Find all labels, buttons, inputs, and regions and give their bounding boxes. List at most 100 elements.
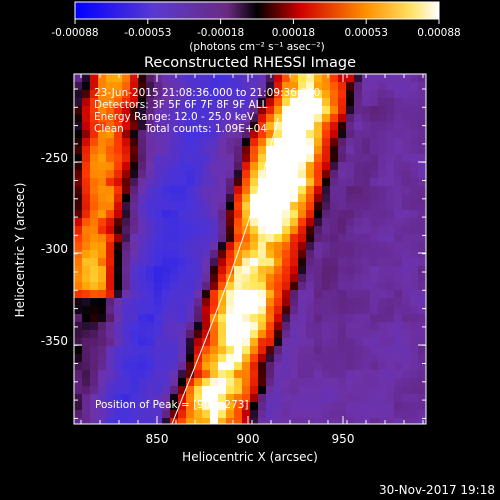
colorbar-unit-label: (photons cm⁻² s⁻¹ asec⁻²)	[189, 41, 324, 53]
image-pixel	[186, 178, 194, 186]
image-pixel	[234, 354, 242, 362]
image-pixel	[274, 90, 282, 98]
image-pixel	[410, 378, 418, 386]
image-pixel	[386, 306, 394, 314]
image-pixel	[298, 290, 306, 298]
image-pixel	[330, 210, 338, 218]
image-pixel	[106, 218, 114, 226]
image-pixel	[258, 378, 266, 386]
image-pixel	[394, 346, 402, 354]
image-pixel	[370, 98, 378, 106]
image-pixel	[106, 138, 114, 146]
image-pixel	[314, 266, 322, 274]
image-pixel	[98, 106, 106, 114]
image-pixel	[250, 338, 258, 346]
image-pixel	[418, 258, 426, 266]
image-pixel	[346, 330, 354, 338]
image-pixel	[402, 314, 410, 322]
image-pixel	[330, 98, 338, 106]
image-pixel	[282, 346, 290, 354]
image-pixel	[402, 170, 410, 178]
image-pixel	[162, 218, 170, 226]
image-pixel	[250, 290, 258, 298]
image-pixel	[218, 194, 226, 202]
image-pixel	[410, 290, 418, 298]
image-pixel	[146, 234, 154, 242]
image-pixel	[90, 314, 98, 322]
image-pixel	[106, 234, 114, 242]
image-pixel	[394, 170, 402, 178]
image-pixel	[98, 306, 106, 314]
colorbar-tick-label: 0.00018	[272, 27, 315, 39]
image-pixel	[418, 410, 426, 418]
image-pixel	[122, 130, 130, 138]
image-pixel	[82, 306, 90, 314]
image-pixel	[402, 250, 410, 258]
image-pixel	[162, 330, 170, 338]
image-pixel	[346, 306, 354, 314]
image-pixel	[370, 146, 378, 154]
image-pixel	[194, 98, 202, 106]
image-pixel	[346, 258, 354, 266]
image-pixel	[322, 274, 330, 282]
image-pixel	[282, 402, 290, 410]
image-pixel	[274, 378, 282, 386]
image-pixel	[418, 306, 426, 314]
image-pixel	[266, 394, 274, 402]
image-pixel	[418, 106, 426, 114]
image-pixel	[362, 146, 370, 154]
image-pixel	[362, 226, 370, 234]
image-pixel	[314, 418, 322, 424]
image-pixel	[138, 258, 146, 266]
image-pixel	[346, 82, 354, 90]
image-pixel	[202, 154, 210, 162]
image-pixel	[106, 290, 114, 298]
image-pixel	[114, 314, 122, 322]
image-pixel	[186, 314, 194, 322]
image-pixel	[122, 410, 130, 418]
image-pixel	[170, 194, 178, 202]
image-pixel	[290, 186, 298, 194]
image-pixel	[154, 330, 162, 338]
image-pixel	[202, 330, 210, 338]
image-pixel	[354, 298, 362, 306]
image-pixel	[258, 138, 266, 146]
image-pixel	[106, 386, 114, 394]
image-pixel	[410, 298, 418, 306]
image-pixel	[306, 394, 314, 402]
image-pixel	[74, 90, 82, 98]
image-pixel	[242, 402, 250, 410]
image-pixel	[322, 90, 330, 98]
image-pixel	[74, 386, 82, 394]
image-pixel	[338, 274, 346, 282]
image-pixel	[282, 210, 290, 218]
image-pixel	[82, 218, 90, 226]
image-pixel	[330, 178, 338, 186]
image-pixel	[130, 410, 138, 418]
image-pixel	[338, 146, 346, 154]
image-pixel	[394, 282, 402, 290]
image-pixel	[202, 138, 210, 146]
image-pixel	[290, 362, 298, 370]
image-pixel	[74, 170, 82, 178]
image-pixel	[346, 386, 354, 394]
image-pixel	[322, 362, 330, 370]
image-pixel	[394, 378, 402, 386]
image-pixel	[202, 194, 210, 202]
axis-ticks	[74, 74, 426, 424]
image-pixel	[370, 154, 378, 162]
image-pixel	[418, 130, 426, 138]
image-pixel	[354, 210, 362, 218]
image-pixel	[242, 282, 250, 290]
image-pixel	[378, 162, 386, 170]
image-pixel	[82, 362, 90, 370]
image-pixel	[210, 338, 218, 346]
image-pixel	[242, 74, 250, 82]
image-pixel	[322, 290, 330, 298]
image-pixel	[242, 338, 250, 346]
image-pixel	[162, 370, 170, 378]
image-pixel	[346, 178, 354, 186]
image-pixel	[234, 218, 242, 226]
image-pixel	[266, 162, 274, 170]
image-pixel	[138, 138, 146, 146]
